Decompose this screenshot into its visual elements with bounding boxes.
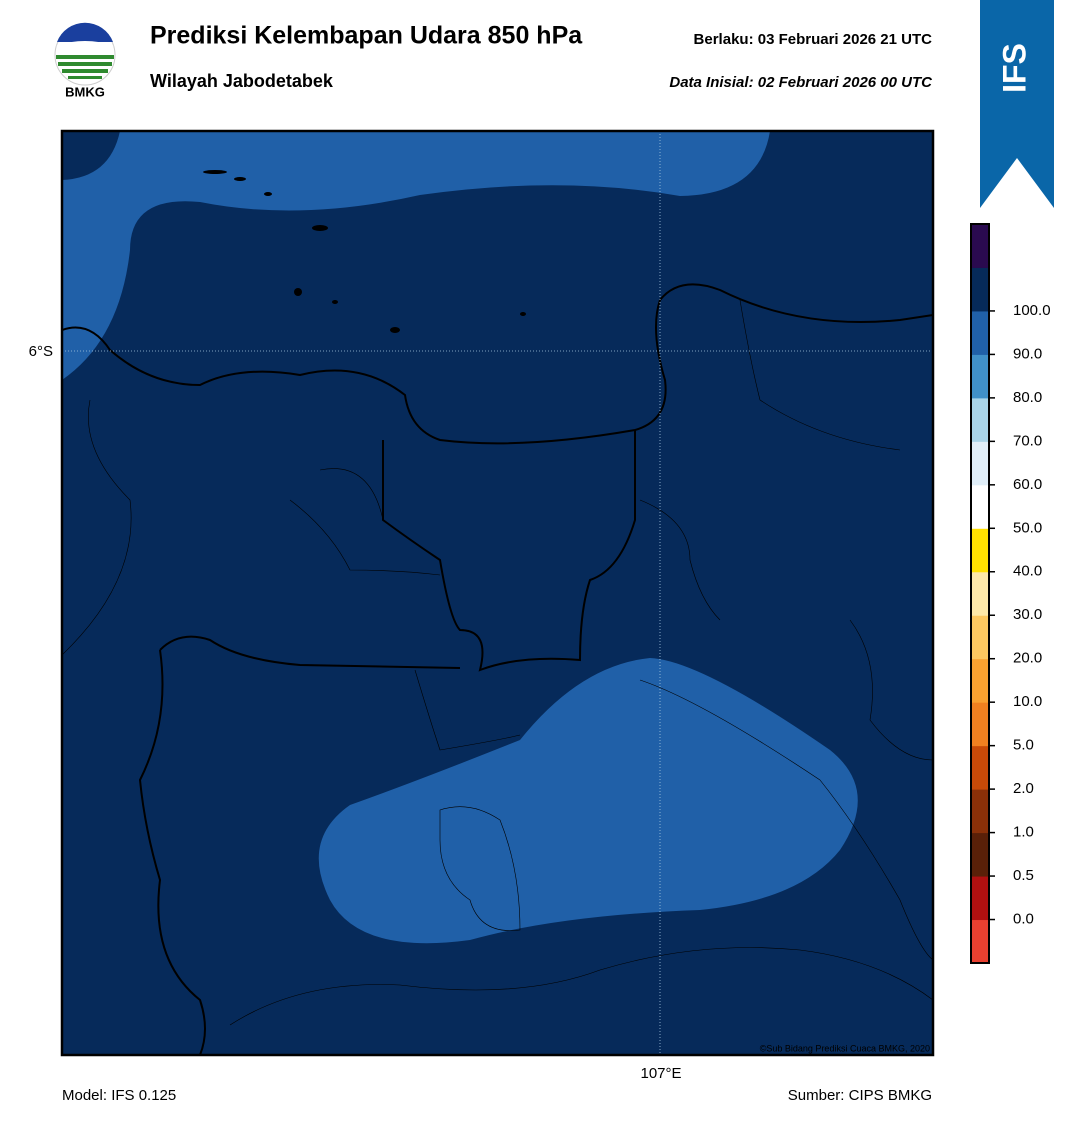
colorbar-segment — [971, 658, 989, 703]
colorbar-segment — [971, 615, 989, 660]
logo-text: BMKG — [65, 84, 105, 99]
colorbar-label: 10.0 — [1013, 693, 1042, 710]
colorbar-segment — [971, 484, 989, 529]
colorbar-segment — [971, 745, 989, 790]
colorbar-segment — [971, 224, 989, 268]
model-badge: IFS — [996, 43, 1032, 93]
boundaries — [62, 299, 933, 1026]
colorbar-segment — [971, 397, 989, 442]
colorbar-label: 20.0 — [1013, 650, 1042, 667]
colorbar-label: 30.0 — [1013, 606, 1042, 623]
lon-label: 107°E — [640, 1065, 681, 1082]
coastline — [62, 283, 933, 1055]
colorbar-segment — [971, 310, 989, 355]
colorbar-segment — [971, 919, 989, 964]
colorbar-label: 0.0 — [1013, 910, 1034, 927]
colorbar-segment — [971, 571, 989, 616]
colorbar-segment — [971, 702, 989, 747]
initial-time: Data Inisial: 02 Februari 2026 00 UTC — [669, 74, 933, 91]
map-frame — [60, 129, 935, 1057]
colorbar-label: 70.0 — [1013, 432, 1042, 449]
subtitle: Wilayah Jabodetabek — [150, 71, 334, 91]
colorbar-label: 100.0 — [1013, 302, 1051, 319]
colorbar-segment — [971, 441, 989, 486]
title: Prediksi Kelembapan Udara 850 hPa — [150, 22, 583, 50]
colorbar-label: 90.0 — [1013, 345, 1042, 362]
colorbar-frame — [970, 223, 990, 964]
bmkg-logo: BMKG — [54, 22, 116, 99]
colorbar-label: 2.0 — [1013, 780, 1034, 797]
colorbar-segment — [971, 832, 989, 877]
copyright: ©Sub Bidang Prediksi Cuaca BMKG, 2020 — [760, 1043, 930, 1053]
map-field: ©Sub Bidang Prediksi Cuaca BMKG, 2020 — [62, 131, 933, 1055]
islands — [203, 170, 526, 333]
colorbar-segment — [971, 528, 989, 573]
colorbar-segment — [971, 354, 989, 399]
colorbar-label: 50.0 — [1013, 519, 1042, 536]
colorbar-label: 1.0 — [1013, 824, 1034, 841]
colorbar-label: 80.0 — [1013, 389, 1042, 406]
model-info: Model: IFS 0.125 — [62, 1087, 176, 1104]
colorbar-label: 5.0 — [1013, 737, 1034, 754]
colorbar-segment — [971, 789, 989, 834]
valid-time: Berlaku: 03 Februari 2026 21 UTC — [694, 31, 933, 48]
colorbar-label: 40.0 — [1013, 563, 1042, 580]
colorbar: 0.0 0.5 1.0 2.0 5.0 10.0 20.0 30.0 40.0 50.0 60.0 7… — [970, 223, 1051, 964]
colorbar-segment — [971, 267, 989, 312]
model-banner: IFS — [980, 0, 1054, 208]
colorbar-label: 0.5 — [1013, 867, 1034, 884]
colorbar-label: 60.0 — [1013, 476, 1042, 493]
source-info: Sumber: CIPS BMKG — [788, 1087, 932, 1104]
lat-label: 6°S — [29, 343, 53, 360]
colorbar-segment — [971, 876, 989, 921]
